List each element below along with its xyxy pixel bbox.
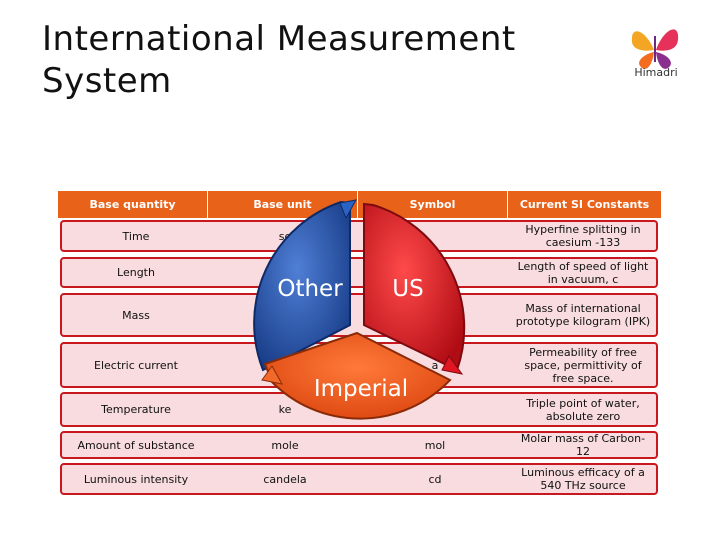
header-cell: Current SI Constants [508, 191, 662, 218]
table-cell: mol [424, 438, 446, 452]
table-cell: Mass of international prototype kilogram… [515, 302, 651, 328]
si-table: Base quantity Base unit Symbol Current S… [58, 191, 662, 495]
slide-title: International Measurement System [42, 19, 516, 101]
table-cell: Amount of substance [77, 438, 195, 452]
table-row: Length Length of speed of light in vacuu… [60, 257, 658, 288]
table-cell: Triple point of water, absolute zero [526, 396, 640, 423]
header-cell: Base quantity [58, 191, 208, 218]
table-cell: Time [122, 229, 150, 243]
table-cell [360, 295, 510, 335]
table-row: Amount of substance mole mol Molar mass … [60, 431, 658, 459]
table-cell: Luminous intensity [83, 472, 189, 486]
logo-text: Himadri [634, 66, 678, 79]
table-row: Temperature ke Triple point of water, ab… [60, 392, 658, 427]
table-cell [210, 259, 360, 286]
table-cell: mpe [272, 358, 298, 372]
table-cell: Permeability of free space, permittivity… [524, 345, 642, 385]
table-cell: ke [278, 403, 292, 416]
table-cell: candela [263, 472, 307, 486]
table-cell: Mass [122, 308, 150, 322]
table-cell [210, 295, 360, 335]
table-cell [360, 222, 510, 250]
table-cell: mole [271, 438, 299, 452]
table-row: Time se Hyperfine splitting in caesium -… [60, 220, 658, 252]
table-cell [360, 259, 510, 286]
table-row: Electric current mpe a Permeability of f… [60, 342, 658, 388]
table-header: Base quantity Base unit Symbol Current S… [58, 191, 662, 218]
table-row: Mass Mass of international prototype kil… [60, 293, 658, 337]
table-cell: Temperature [101, 403, 171, 416]
table-cell: a [431, 358, 439, 372]
table-cell [360, 394, 510, 425]
header-cell: Base unit [208, 191, 358, 218]
table-cell: Molar mass of Carbon-12 [520, 432, 646, 458]
butterfly-logo-icon [631, 29, 679, 69]
table-cell: Length of speed of light in vacuum, c [517, 259, 649, 286]
table-cell: se [278, 229, 292, 243]
table-cell: Hyperfine splitting in caesium -133 [525, 223, 641, 249]
table-cell: Electric current [94, 358, 178, 372]
header-cell: Symbol [358, 191, 508, 218]
table-cell: Luminous efficacy of a 540 THz source [521, 466, 645, 492]
table-cell: Length [117, 266, 155, 279]
table-cell: cd [428, 472, 442, 486]
table-row: Luminous intensity candela cd Luminous e… [60, 463, 658, 495]
